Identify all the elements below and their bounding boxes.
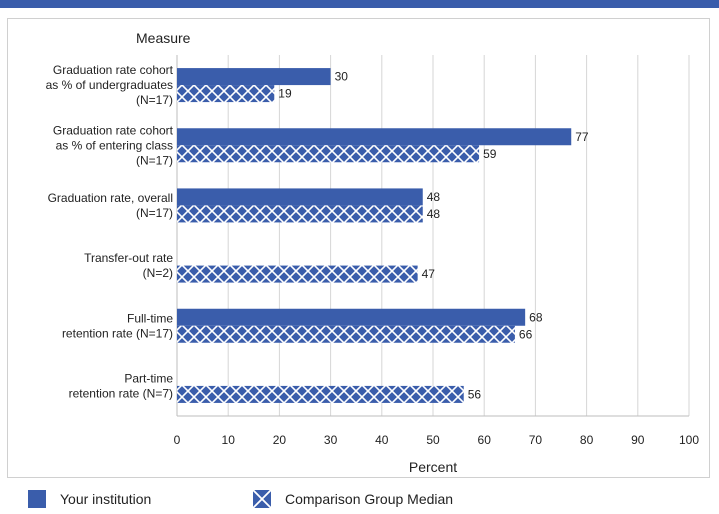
legend-item-your-institution: Your institution [28, 490, 151, 508]
x-tick-label: 30 [324, 433, 338, 447]
bar-comparison-median [177, 325, 515, 343]
top-accent-bar [0, 0, 719, 8]
bar-value-label: 56 [468, 387, 482, 401]
y-axis-title: Measure [136, 30, 191, 46]
bar-value-label: 48 [427, 190, 441, 204]
bar-value-label: 47 [422, 267, 436, 281]
legend-label: Your institution [60, 491, 152, 507]
gridlines [176, 55, 690, 417]
category-label: Graduation rate, overall (N=17) [48, 191, 173, 220]
category-label: Transfer-out rate (N=2) [84, 251, 173, 280]
bar-value-label: 66 [519, 327, 533, 341]
category-labels: Graduation rate cohort as % of undergradu… [46, 63, 174, 400]
category-label: Graduation rate cohort as % of entering c… [53, 123, 174, 167]
category-label: Graduation rate cohort as % of undergradu… [46, 63, 174, 107]
x-axis-title: Percent [409, 459, 457, 475]
bar-value-label: 19 [278, 87, 292, 101]
bars: 30 19 77 59 48 48 47 68 66 56 [177, 68, 589, 403]
x-axis-ticks: 0 10 20 30 40 50 60 70 80 90 100 [174, 433, 700, 447]
bar-comparison-median [177, 385, 464, 403]
bar-value-label: 30 [335, 70, 349, 84]
bar-value-label: 68 [529, 310, 543, 324]
x-tick-label: 100 [679, 433, 699, 447]
category-label: Part-time retention rate (N=7) [69, 371, 174, 400]
legend-swatch-solid [28, 490, 46, 508]
bar-your-institution [177, 68, 331, 86]
bar-your-institution [177, 308, 526, 326]
bar-value-label: 48 [427, 207, 441, 221]
legend-swatch-crosshatch [253, 490, 271, 508]
x-tick-label: 0 [174, 433, 181, 447]
chart-frame: Measure 30 19 77 59 48 48 47 68 66 56 Graduation … [7, 18, 710, 478]
bar-your-institution [177, 188, 423, 206]
x-tick-label: 90 [631, 433, 645, 447]
legend-label: Comparison Group Median [285, 491, 454, 507]
category-label: Full-time retention rate (N=17) [62, 311, 173, 340]
bar-comparison-median [177, 85, 275, 103]
bar-value-label: 59 [483, 147, 497, 161]
bar-value-label: 77 [575, 130, 589, 144]
x-tick-label: 60 [478, 433, 492, 447]
x-tick-label: 80 [580, 433, 594, 447]
x-tick-label: 10 [222, 433, 236, 447]
bar-comparison-median [177, 205, 423, 223]
x-tick-label: 20 [273, 433, 287, 447]
legend-item-comparison-median: Comparison Group Median [253, 490, 453, 508]
bar-comparison-median [177, 145, 480, 163]
x-tick-label: 70 [529, 433, 543, 447]
bar-your-institution [177, 128, 572, 146]
x-tick-label: 40 [375, 433, 389, 447]
bar-chart: Measure 30 19 77 59 48 48 47 68 66 56 Graduation … [46, 30, 700, 475]
x-tick-label: 50 [426, 433, 440, 447]
bar-comparison-median [177, 265, 418, 283]
